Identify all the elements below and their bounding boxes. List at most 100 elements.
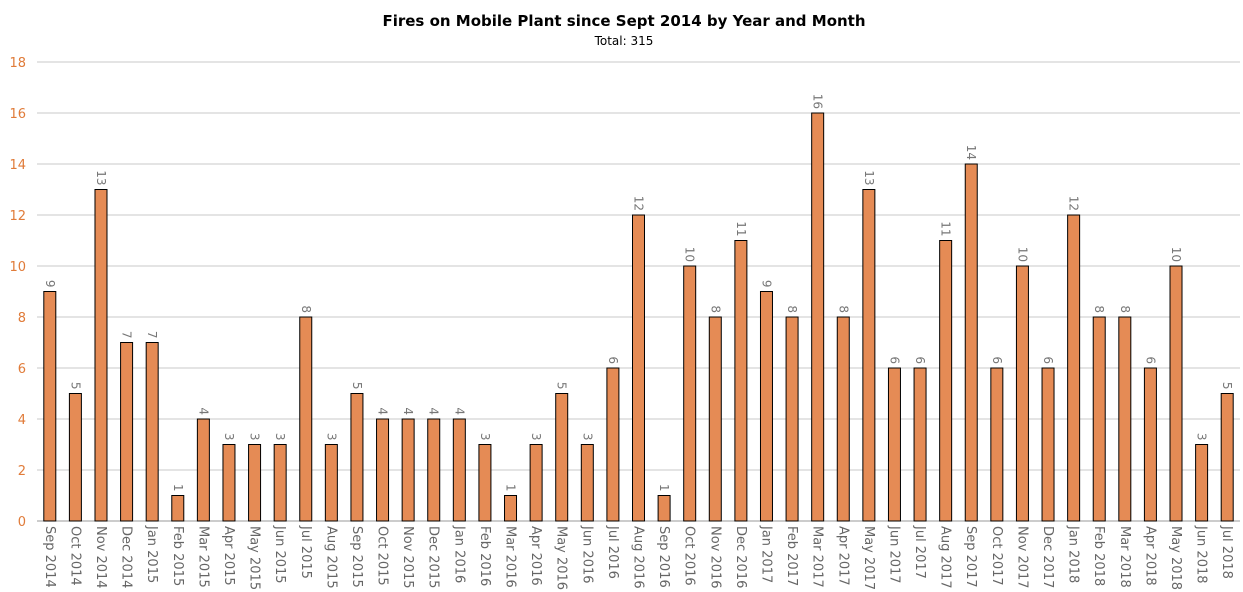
- bar: [504, 495, 518, 522]
- bar: [683, 265, 697, 522]
- x-tick-label: Sep 2016: [656, 526, 671, 588]
- x-tick-label: Sep 2015: [349, 526, 364, 588]
- x-tick-label: Jun 2017: [886, 525, 901, 584]
- y-tick-label: 0: [18, 515, 26, 530]
- value-label: 11: [939, 221, 953, 236]
- value-label: 8: [836, 305, 850, 313]
- x-tick-label: Aug 2015: [323, 526, 338, 589]
- value-label: 8: [785, 305, 799, 313]
- value-label: 5: [350, 382, 364, 390]
- bar: [939, 240, 953, 522]
- bar: [811, 112, 825, 522]
- value-label: 8: [1092, 305, 1106, 313]
- value-label: 4: [376, 407, 390, 415]
- y-tick-label: 12: [9, 209, 26, 224]
- x-tick-label: Jun 2015: [272, 525, 287, 584]
- value-label: 10: [1169, 247, 1183, 262]
- bar: [759, 291, 773, 522]
- bar: [964, 163, 978, 522]
- y-tick-label: 16: [9, 107, 26, 122]
- x-tick-label: Jan 2015: [144, 525, 159, 583]
- x-tick-label: Oct 2017: [989, 526, 1004, 586]
- bar: [43, 291, 57, 522]
- value-label: 4: [401, 407, 415, 415]
- value-label: 6: [990, 356, 1004, 364]
- value-label: 9: [759, 280, 773, 288]
- x-tick-label: Oct 2015: [375, 526, 390, 586]
- value-label: 7: [120, 331, 134, 339]
- y-tick-label: 14: [9, 158, 26, 173]
- value-label: 3: [529, 433, 543, 441]
- x-tick-label: Sep 2014: [42, 526, 57, 588]
- y-tick-label: 4: [18, 413, 26, 428]
- bar: [580, 444, 594, 522]
- x-tick-label: Jul 2016: [605, 525, 620, 579]
- x-tick-label: Nov 2015: [400, 526, 415, 589]
- bar: [299, 316, 313, 522]
- bar: [273, 444, 287, 522]
- x-tick-label: Mar 2016: [503, 526, 518, 588]
- value-label: 10: [683, 247, 697, 262]
- x-tick-label: Nov 2017: [1014, 526, 1029, 589]
- value-label: 5: [555, 382, 569, 390]
- x-tick-label: Apr 2018: [1142, 526, 1157, 586]
- value-label: 4: [427, 407, 441, 415]
- value-label: 10: [1015, 247, 1029, 262]
- bar: [452, 418, 466, 522]
- bar: [555, 393, 569, 522]
- y-tick-label: 2: [18, 464, 26, 479]
- x-tick-label: Apr 2015: [221, 526, 236, 586]
- bar: [708, 316, 722, 522]
- y-tick-label: 10: [9, 260, 26, 275]
- y-tick-label: 6: [18, 362, 26, 377]
- x-tick-label: Jul 2015: [298, 525, 313, 579]
- chart-subtitle: Total: 315: [594, 34, 654, 48]
- value-label: 8: [299, 305, 313, 313]
- value-label: 13: [94, 170, 108, 185]
- x-tick-label: Jan 2018: [1066, 525, 1081, 583]
- value-label: 6: [887, 356, 901, 364]
- bar: [990, 367, 1004, 522]
- bar: [401, 418, 415, 522]
- bar: [1195, 444, 1209, 522]
- bar: [913, 367, 927, 522]
- bar: [94, 189, 108, 522]
- x-tick-label: Feb 2016: [477, 526, 492, 586]
- x-tick-label: May 2017: [861, 526, 876, 590]
- bar: [1092, 316, 1106, 522]
- value-label: 12: [1067, 196, 1081, 211]
- bar: [145, 342, 159, 522]
- value-label: 3: [1195, 433, 1209, 441]
- x-tick-label: Oct 2016: [682, 526, 697, 586]
- y-tick-label: 18: [9, 56, 26, 71]
- chart-title: Fires on Mobile Plant since Sept 2014 by…: [382, 12, 865, 30]
- bar: [427, 418, 441, 522]
- value-label: 3: [580, 433, 594, 441]
- bar: [1143, 367, 1157, 522]
- x-tick-label: Apr 2017: [835, 526, 850, 586]
- value-label: 11: [734, 221, 748, 236]
- value-label: 6: [1143, 356, 1157, 364]
- x-tick-label: Jul 2017: [912, 525, 927, 579]
- bar: [222, 444, 236, 522]
- value-label: 3: [222, 433, 236, 441]
- bar: [862, 189, 876, 522]
- x-tick-label: Sep 2017: [963, 526, 978, 588]
- x-tick-label: Jan 2017: [758, 525, 773, 583]
- bar: [785, 316, 799, 522]
- bar: [1220, 393, 1234, 522]
- x-tick-label: Jun 2018: [1194, 525, 1209, 584]
- x-tick-label: Aug 2017: [938, 526, 953, 589]
- value-label: 5: [1220, 382, 1234, 390]
- x-tick-label: Nov 2016: [707, 526, 722, 589]
- bar: [887, 367, 901, 522]
- value-label: 8: [1118, 305, 1132, 313]
- x-tick-label: Jun 2016: [579, 525, 594, 584]
- value-label: 1: [171, 484, 185, 492]
- value-label: 4: [196, 407, 210, 415]
- value-label: 6: [606, 356, 620, 364]
- value-label: 3: [324, 433, 338, 441]
- x-tick-label: Aug 2016: [631, 526, 646, 589]
- value-label: 7: [145, 331, 159, 339]
